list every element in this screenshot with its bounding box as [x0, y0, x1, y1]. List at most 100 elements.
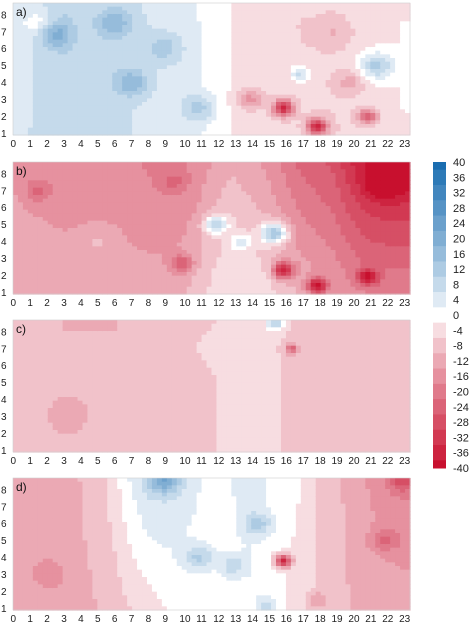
heat-cell: [221, 265, 227, 269]
heat-cell: [33, 51, 39, 55]
heat-cell: [350, 25, 356, 29]
heat-cell: [291, 47, 297, 51]
heat-cell: [117, 239, 123, 243]
heat-cell: [212, 202, 218, 206]
heat-cell: [192, 246, 198, 250]
heat-cell: [33, 36, 39, 40]
heat-cell: [276, 202, 282, 206]
heat-cell: [58, 235, 64, 239]
heat-cell: [182, 213, 188, 217]
heat-cell: [127, 3, 133, 7]
heat-cell: [53, 162, 59, 166]
heat-cell: [182, 18, 188, 22]
heat-cell: [336, 95, 342, 99]
heat-cell: [341, 62, 347, 66]
heat-cell: [147, 32, 153, 36]
heat-cell: [147, 51, 153, 55]
heat-cell: [296, 250, 302, 254]
heat-cell: [157, 195, 163, 199]
heat-cell: [350, 73, 356, 77]
heat-cell: [385, 117, 391, 121]
heat-cell: [177, 246, 183, 250]
heat-cell: [28, 58, 34, 62]
heat-cell: [341, 84, 347, 88]
heat-cell: [202, 36, 208, 40]
heat-cell: [102, 120, 108, 124]
heat-cell: [246, 199, 252, 203]
heat-cell: [400, 7, 406, 11]
heat-cell: [256, 62, 262, 66]
heat-cell: [92, 84, 98, 88]
heat-cell: [38, 217, 44, 221]
heat-cell: [316, 43, 322, 47]
heat-cell: [226, 40, 232, 44]
heat-cell: [345, 113, 351, 117]
heat-cell: [87, 95, 93, 99]
heat-cell: [281, 173, 287, 177]
heat-cell: [360, 43, 366, 47]
heat-cell: [68, 166, 74, 170]
heat-cell: [350, 21, 356, 25]
heat-cell: [33, 202, 39, 206]
heat-cell: [286, 268, 292, 272]
heat-cell: [152, 250, 158, 254]
heat-cell: [63, 173, 69, 177]
heat-cell: [87, 113, 93, 117]
heat-cell: [341, 69, 347, 73]
heat-cell: [345, 36, 351, 40]
heat-cell: [58, 95, 64, 99]
heat-cell: [117, 47, 123, 51]
heat-cell: [13, 58, 19, 62]
heat-cell: [167, 32, 173, 36]
heat-cell: [380, 58, 386, 62]
heat-cell: [68, 40, 74, 44]
heat-cell: [102, 25, 108, 29]
heat-cell: [221, 217, 227, 221]
heat-cell: [137, 69, 143, 73]
heat-cell: [241, 21, 247, 25]
heat-cell: [241, 25, 247, 29]
heat-cell: [236, 210, 242, 214]
heat-cell: [127, 87, 133, 91]
heat-cell: [241, 199, 247, 203]
heat-cell: [28, 43, 34, 47]
heat-cell: [117, 221, 123, 225]
heat-cell: [331, 69, 337, 73]
heat-cell: [207, 124, 213, 128]
heat-cell: [202, 58, 208, 62]
heat-cell: [167, 272, 173, 276]
heat-cell: [306, 29, 312, 33]
heat-cell: [212, 224, 218, 228]
heat-cell: [167, 268, 173, 272]
heat-cell: [43, 166, 49, 170]
heat-cell: [122, 51, 128, 55]
heat-cell: [182, 199, 188, 203]
heat-cell: [23, 221, 29, 225]
heat-cell: [246, 177, 252, 181]
heat-cell: [192, 102, 198, 106]
heat-cell: [58, 199, 64, 203]
heat-cell: [157, 287, 163, 291]
heat-cell: [385, 113, 391, 117]
heat-cell: [97, 184, 103, 188]
heat-cell: [127, 76, 133, 80]
heat-cell: [221, 188, 227, 192]
heat-cell: [271, 62, 277, 66]
heat-cell: [18, 25, 24, 29]
heat-cell: [192, 213, 198, 217]
heat-cell: [92, 62, 98, 66]
heat-cell: [87, 102, 93, 106]
heat-cell: [365, 10, 371, 14]
heat-cell: [152, 84, 158, 88]
heat-cell: [400, 91, 406, 95]
heat-cell: [107, 128, 113, 132]
heat-cell: [316, 40, 322, 44]
heat-cell: [68, 62, 74, 66]
heat-cell: [261, 76, 267, 80]
heat-cell: [266, 210, 272, 214]
heat-cell: [78, 47, 84, 51]
heat-cell: [365, 58, 371, 62]
heat-cell: [107, 14, 113, 18]
heat-cell: [53, 109, 59, 113]
heat-cell: [226, 202, 232, 206]
